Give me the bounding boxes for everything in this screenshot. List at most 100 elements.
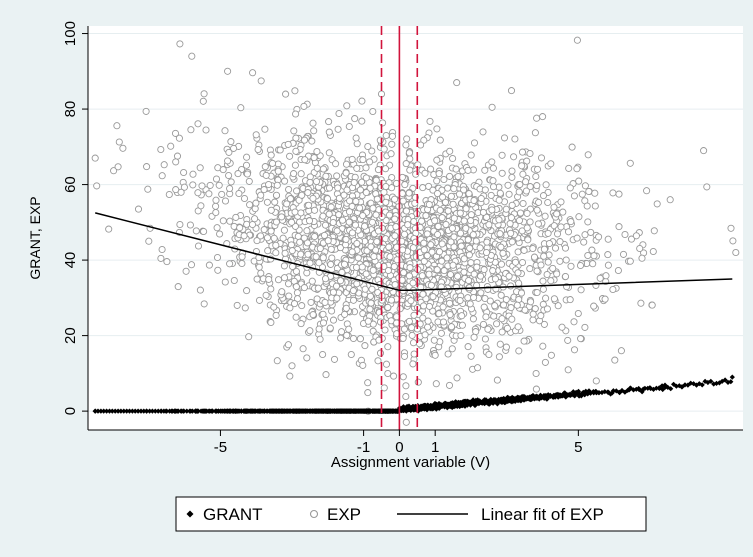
exp-point	[212, 208, 220, 217]
exp-point	[533, 182, 541, 190]
grant-point	[189, 408, 196, 414]
exp-point	[316, 244, 324, 253]
legend-grant-label: GRANT	[203, 505, 263, 524]
exp-point	[558, 323, 566, 331]
exp-point	[431, 351, 439, 359]
exp-point	[460, 268, 468, 276]
exp-point	[362, 270, 370, 278]
exp-point	[362, 174, 370, 182]
exp-point	[439, 193, 447, 201]
grant-point	[356, 408, 362, 414]
exp-point	[539, 342, 547, 350]
exp-point	[261, 125, 269, 133]
exp-point	[481, 166, 489, 174]
exp-point	[493, 320, 501, 328]
exp-point	[382, 182, 390, 191]
exp-point	[175, 134, 183, 142]
exp-point	[405, 189, 413, 197]
exp-point	[519, 199, 527, 208]
grant-point	[645, 385, 651, 391]
exp-point	[410, 217, 418, 226]
exp-point	[307, 298, 315, 306]
grant-point	[676, 383, 682, 389]
exp-point	[364, 379, 372, 387]
exp-point	[604, 261, 612, 269]
exp-point	[490, 312, 498, 320]
exp-point	[557, 198, 565, 206]
grant-point	[161, 408, 167, 414]
exp-point	[544, 258, 552, 266]
exp-point	[227, 138, 235, 146]
exp-point	[341, 310, 349, 318]
exp-point	[245, 333, 253, 341]
exp-point	[282, 90, 290, 98]
grant-point	[244, 408, 250, 414]
exp-point	[551, 244, 560, 252]
exp-point	[435, 310, 443, 318]
exp-point	[364, 317, 372, 325]
exp-point	[286, 195, 294, 203]
exp-point	[194, 120, 202, 128]
grant-point	[527, 397, 533, 403]
exp-point	[458, 321, 466, 329]
exp-point	[349, 334, 358, 343]
exp-point	[420, 239, 428, 247]
exp-point	[171, 129, 180, 137]
exp-point	[287, 241, 295, 249]
exp-point	[547, 160, 555, 168]
grant-point	[315, 408, 322, 414]
grant-point	[284, 408, 290, 414]
exp-point	[391, 215, 399, 223]
grant-point	[559, 393, 565, 399]
grant-point	[519, 396, 525, 402]
exp-point	[602, 272, 610, 280]
exp-point	[453, 374, 461, 382]
exp-point	[539, 285, 547, 293]
grant-point	[353, 408, 359, 414]
exp-point	[410, 311, 418, 319]
grant-point	[376, 408, 382, 414]
exp-point	[324, 237, 332, 245]
exp-point	[526, 218, 534, 226]
exp-point	[225, 148, 233, 156]
exp-point	[406, 264, 414, 272]
exp-point	[479, 208, 487, 216]
exp-point	[542, 181, 550, 189]
grant-point	[507, 396, 513, 402]
exp-point	[353, 140, 361, 148]
x-tick-label: 1	[431, 439, 439, 456]
exp-point	[196, 286, 204, 294]
exp-point	[467, 217, 475, 225]
exp-point	[399, 373, 407, 381]
exp-point	[304, 250, 312, 258]
exp-point	[495, 216, 503, 224]
exp-point	[489, 164, 497, 172]
grant-point	[490, 398, 496, 404]
grant-point	[310, 408, 316, 414]
exp-point	[358, 263, 366, 271]
exp-point	[466, 244, 474, 252]
exp-point	[267, 227, 275, 235]
exp-point	[568, 143, 576, 151]
grant-point	[195, 408, 201, 414]
exp-point-cloud	[91, 36, 740, 426]
exp-point	[347, 350, 355, 359]
exp-point	[174, 283, 182, 291]
exp-point	[550, 295, 558, 303]
exp-point	[319, 319, 328, 327]
exp-point	[402, 382, 410, 390]
legend: GRANT EXP Linear fit of EXP	[175, 496, 647, 532]
grant-point	[132, 408, 138, 414]
exp-point	[443, 254, 451, 262]
y-tick-label: 80	[62, 101, 79, 118]
exp-point	[460, 255, 468, 263]
exp-point	[409, 339, 418, 347]
exp-point	[368, 218, 376, 226]
grant-point	[555, 394, 561, 400]
exp-point	[488, 103, 496, 111]
exp-point	[337, 334, 345, 342]
exp-point	[180, 168, 188, 177]
exp-point	[286, 372, 294, 380]
exp-point	[515, 295, 523, 304]
exp-point	[322, 172, 330, 180]
